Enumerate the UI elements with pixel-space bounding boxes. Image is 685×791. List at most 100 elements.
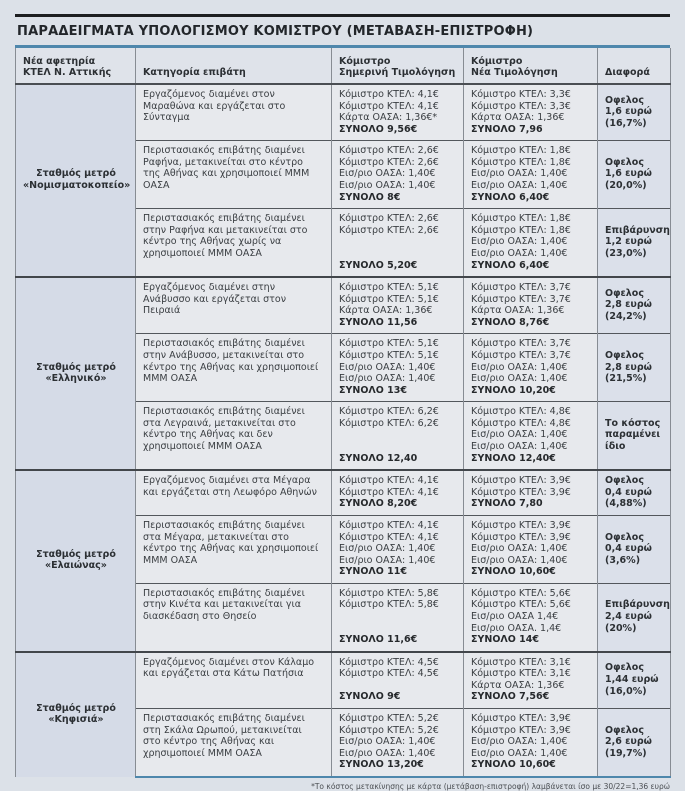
fare-line: Κάρτα ΟΑΣΑ: 1,36€* (339, 112, 438, 124)
fare-total: ΣΥΝΟΛΟ 5,20€ (339, 259, 418, 271)
difference-line: (20%) (605, 622, 637, 634)
fare-line: Κόμιστρο ΚΤΕΛ: 5,1€ (339, 282, 439, 294)
new-fare-cell: Κόμιστρο ΚΤΕΛ: 1,8€ Κόμιστρο ΚΤΕΛ: 1,8€ Ει… (463, 140, 598, 209)
new-fare-cell: Κόμιστρο ΚΤΕΛ: 3,7€ Κόμιστρο ΚΤΕΛ: 3,7€ Κά… (463, 276, 598, 334)
fare-total: ΣΥΝΟΛΟ 7,56€ (471, 691, 550, 703)
fare-line: Κόμιστρο ΚΤΕΛ: 5,2€ (339, 713, 439, 725)
fare-line: Κόμιστρο ΚΤΕΛ: 4,8€ (471, 406, 571, 418)
fare-total: ΣΥΝΟΛΟ 14€ (471, 634, 539, 646)
fare-line: Κόμιστρο ΚΤΕΛ: 3,7€ (471, 293, 571, 305)
difference-line: Το κόστος (605, 417, 661, 429)
new-fare-cell: Κόμιστρο ΚΤΕΛ: 5,6€ Κόμιστρο ΚΤΕΛ: 5,6€ Ει… (463, 582, 598, 652)
fare-line: Εισ/ριο ΟΑΣΑ: 1,40€ (339, 373, 436, 385)
fare-line: Κόμιστρο ΚΤΕΛ: 4,8€ (471, 417, 571, 429)
fare-line: Κόμιστρο ΚΤΕΛ: 5,1€ (339, 293, 439, 305)
fare-total: ΣΥΝΟΛΟ 7,80 (471, 498, 543, 510)
fare-line: Κόμιστρο ΚΤΕΛ: 3,9€ (471, 475, 571, 487)
fare-line: Κόμιστρο ΚΤΕΛ: 2,6€ (339, 213, 439, 225)
fare-line: Κόμιστρο ΚΤΕΛ: 5,8€ (339, 587, 439, 599)
fare-line: Εισ/ριο ΟΑΣΑ: 1,40€ (339, 554, 436, 566)
fare-total: ΣΥΝΟΛΟ 8,76€ (471, 316, 550, 328)
new-fare-cell: Κόμιστρο ΚΤΕΛ: 4,8€ Κόμιστρο ΚΤΕΛ: 4,8€ Ει… (463, 401, 598, 471)
difference-line: (3,6%) (605, 554, 641, 566)
difference-line: Οφελος (605, 156, 644, 168)
fare-line: Εισ/ριο ΟΑΣΑ: 1,40€ (471, 373, 568, 385)
difference-line: 1,6 ευρώ (605, 168, 652, 180)
difference-line: 0,4 ευρώ (605, 486, 652, 498)
fare-line: Κόμιστρο ΚΤΕΛ: 3,9€ (471, 519, 571, 531)
table-row: Περιστασιακός επιβάτης διαμένει στην Ραφ… (16, 208, 671, 278)
fare-total: ΣΥΝΟΛΟ 11,6€ (339, 634, 418, 646)
fare-line: Κόμιστρο ΚΤΕΛ: 3,9€ (471, 724, 571, 736)
fare-total: ΣΥΝΟΛΟ 13,20€ (339, 759, 424, 771)
fare-line: Κόμιστρο ΚΤΕΛ: 1,8€ (471, 213, 571, 225)
page-title: ΠΑΡΑΔΕΙΓΜΑΤΑ ΥΠΟΛΟΓΙΣΜΟΥ ΚΟΜΙΣΤΡΟΥ (ΜΕΤΑ… (17, 24, 534, 39)
station-cell: Σταθμός μετρό «Νομισματοκοπείο» (15, 82, 136, 278)
passenger-category-cell: Περιστασιακός επιβάτης διαμένει στα Μέγα… (135, 514, 332, 584)
fare-comparison-table: Νέα αφετηρία ΚΤΕΛ Ν. Αττικής Κατηγορία ε… (15, 48, 671, 778)
current-fare-cell: Κόμιστρο ΚΤΕΛ: 4,1€ Κόμιστρο ΚΤΕΛ: 4,1€ Κά… (331, 83, 464, 141)
fare-line: Εισ/ριο ΟΑΣΑ. 1,4€ (471, 622, 562, 634)
difference-line: 2,4 ευρώ (605, 610, 652, 622)
station-cell: Σταθμός μετρό «Ελαιώνας» (15, 469, 136, 652)
column-header-origin-line1: Νέα αφετηρία (23, 56, 96, 67)
fare-line: Κόμιστρο ΚΤΕΛ: 4,1€ (339, 519, 439, 531)
current-fare-cell: Κόμιστρο ΚΤΕΛ: 6,2€ Κόμιστρο ΚΤΕΛ: 6,2€ Σ… (331, 401, 464, 471)
fare-line: Εισ/ριο ΟΑΣΑ: 1,40€ (339, 180, 436, 192)
fare-total: ΣΥΝΟΛΟ 7,96 (471, 123, 543, 135)
station-name-line: «Ελληνικό» (45, 373, 107, 385)
new-fare-cell: Κόμιστρο ΚΤΕΛ: 3,9€ Κόμιστρο ΚΤΕΛ: 3,9€ Ει… (463, 514, 598, 584)
difference-cell: Οφελος 1,44 ευρώ (16,0%) (597, 650, 671, 709)
fare-line: Κόμιστρο ΚΤΕΛ: 4,5€ (339, 668, 439, 680)
passenger-category-cell: Εργαζόμενος διαμένει στον Κάλαμο και εργ… (135, 650, 332, 709)
difference-line: ίδιο (605, 441, 626, 453)
column-header-current-line2: Σημερινή Τιμολόγηση (339, 67, 456, 78)
current-fare-cell: Κόμιστρο ΚΤΕΛ: 4,5€ Κόμιστρο ΚΤΕΛ: 4,5€ Σ… (331, 650, 464, 709)
station-name-line: Σταθμός μετρό (36, 361, 116, 373)
new-fare-cell: Κόμιστρο ΚΤΕΛ: 1,8€ Κόμιστρο ΚΤΕΛ: 1,8€ Ει… (463, 208, 598, 278)
fare-line: Εισ/ριο ΟΑΣΑ: 1,40€ (471, 180, 568, 192)
difference-line: 1,2 ευρώ (605, 236, 652, 248)
current-fare-cell: Κόμιστρο ΚΤΕΛ: 5,2€ Κόμιστρο ΚΤΕΛ: 5,2€ Ει… (331, 708, 464, 778)
difference-line: Επιβάρυνση (605, 599, 670, 611)
station-name-line: «Νομισματοκοπείο» (23, 180, 131, 192)
new-fare-cell: Κόμιστρο ΚΤΕΛ: 3,7€ Κόμιστρο ΚΤΕΛ: 3,7€ Ει… (463, 333, 598, 402)
fare-line: Κάρτα ΟΑΣΑ: 1,36€ (471, 305, 565, 317)
table-row: Σταθμός μετρό «Ελληνικό» Εργαζόμενος διαμέ… (15, 276, 671, 471)
fare-line: Κάρτα ΟΑΣΑ: 1,36€ (471, 679, 565, 691)
table-row: Περιστασιακός επιβάτης διαμένει Ραφήνα, … (16, 140, 671, 209)
fare-line: Κόμιστρο ΚΤΕΛ: 2,6€ (339, 224, 439, 236)
fare-line: Κόμιστρο ΚΤΕΛ: 2,6€ (339, 156, 439, 168)
fare-line: Εισ/ριο ΟΑΣΑ: 1,40€ (471, 361, 568, 373)
column-header-current-fare: Κόμιστρο Σημερινή Τιμολόγηση (331, 48, 464, 85)
fare-line: Εισ/ριο ΟΑΣΑ: 1,40€ (471, 543, 568, 555)
current-fare-cell: Κόμιστρο ΚΤΕΛ: 4,1€ Κόμιστρο ΚΤΕΛ: 4,1€ ΣΥ… (331, 469, 464, 516)
difference-line: (23,0%) (605, 247, 647, 259)
new-fare-cell: Κόμιστρο ΚΤΕΛ: 3,1€ Κόμιστρο ΚΤΕΛ: 3,1€ Κά… (463, 650, 598, 709)
passenger-category-cell: Εργαζόμενος διαμένει στα Μέγαρα και εργά… (135, 469, 332, 516)
difference-cell: Οφελος 1,6 ευρώ (16,7%) (597, 83, 671, 141)
fare-line: Κόμιστρο ΚΤΕΛ: 3,7€ (471, 349, 571, 361)
fare-line: Κόμιστρο ΚΤΕΛ: 4,1€ (339, 100, 439, 112)
passenger-category-cell: Περιστασιακός επιβάτης διαμένει στην Ραφ… (135, 208, 332, 278)
current-fare-cell: Κόμιστρο ΚΤΕΛ: 5,1€ Κόμιστρο ΚΤΕΛ: 5,1€ Κά… (331, 276, 464, 334)
table-row: Περιστασιακός επιβάτης διαμένει στην Κιν… (16, 582, 671, 652)
difference-line: 2,8 ευρώ (605, 361, 652, 373)
fare-line: Εισ/ριο ΟΑΣΑ: 1,40€ (471, 247, 568, 259)
fare-line: Κόμιστρο ΚΤΕΛ: 3,7€ (471, 338, 571, 350)
fare-total: ΣΥΝΟΛΟ 12,40 (339, 452, 418, 464)
top-black-rule (15, 14, 670, 17)
fare-total: ΣΥΝΟΛΟ 10,60€ (471, 566, 556, 578)
column-header-new-fare: Κόμιστρο Νέα Τιμολόγηση (463, 48, 598, 85)
passenger-category-cell: Περιστασιακός επιβάτης διαμένει στην Ανά… (135, 333, 332, 402)
table-row: Περιστασιακός επιβάτης διαμένει στα Μέγα… (16, 514, 671, 584)
column-header-difference-label: Διαφορά (605, 67, 650, 78)
passenger-category-cell: Εργαζόμενος διαμένει στον Μαραθώνα και ε… (135, 83, 332, 141)
new-fare-cell: Κόμιστρο ΚΤΕΛ: 3,9€ Κόμιστρο ΚΤΕΛ: 3,9€ Ει… (463, 708, 598, 778)
difference-line: (16,0%) (605, 685, 647, 697)
difference-cell: Οφελος 2,6 ευρώ (19,7%) (597, 708, 671, 778)
fare-total: ΣΥΝΟΛΟ 9,56€ (339, 123, 418, 135)
fare-line: Εισ/ριο ΟΑΣΑ: 1,40€ (471, 747, 568, 759)
fare-line: Κόμιστρο ΚΤΕΛ: 5,6€ (471, 587, 571, 599)
station-name-line: Σταθμός μετρό (36, 168, 116, 180)
